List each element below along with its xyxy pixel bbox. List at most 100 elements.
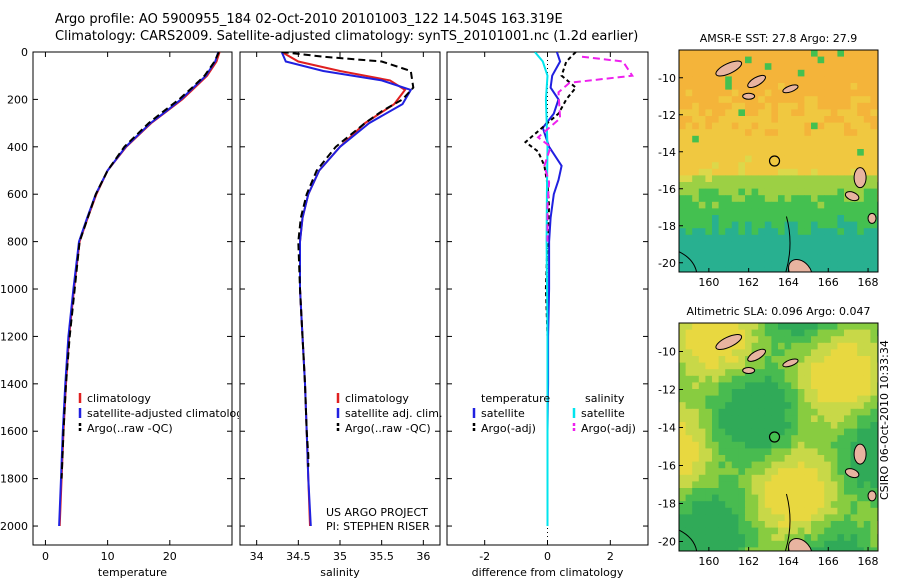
island-shape xyxy=(715,334,743,350)
temperature-series-argo xyxy=(60,52,220,479)
sst-map-xtick-label: 160 xyxy=(698,276,719,289)
sst-map-title: AMSR-E SST: 27.8 Argo: 27.9 xyxy=(700,32,858,45)
sst-map-ytick-label: -20 xyxy=(658,257,676,270)
island-shape xyxy=(742,92,756,100)
project-annotation-line: US ARGO PROJECT xyxy=(326,506,428,519)
difference-legend-label: Argo(-adj) xyxy=(581,422,636,435)
depth-tick-label: 1800 xyxy=(0,473,28,486)
sst-map-xtick-label: 164 xyxy=(778,276,799,289)
difference-xtick-label: -2 xyxy=(479,550,490,563)
salinity-legend-label: Argo(..raw -QC) xyxy=(345,422,431,435)
temperature-xtick-label: 20 xyxy=(163,550,177,563)
difference-series-salinity-argo xyxy=(536,55,635,242)
sla-map-ytick-label: -10 xyxy=(658,346,676,359)
sla-map-xtick-label: 164 xyxy=(778,555,799,568)
sla-map-xtick-label: 162 xyxy=(738,555,759,568)
bathymetry-contour xyxy=(785,216,791,272)
bathymetry-contour xyxy=(679,251,698,272)
sla-map-ytick-label: -12 xyxy=(658,384,676,397)
salinity-xtick-label: 34.5 xyxy=(286,550,311,563)
temperature-legend-label: climatology xyxy=(87,392,151,405)
sla-map-ytick-label: -18 xyxy=(658,498,676,511)
depth-tick-label: 400 xyxy=(7,141,28,154)
island-shape xyxy=(747,74,766,89)
salinity-xtick-label: 34 xyxy=(250,550,264,563)
sla-map-field xyxy=(679,323,878,551)
sla-map-xtick-label: 160 xyxy=(698,555,719,568)
sst-map-ytick-label: -14 xyxy=(658,146,676,159)
difference-legend-label: Argo(-adj) xyxy=(481,422,536,435)
sla-map-xtick-label: 168 xyxy=(858,555,879,568)
depth-tick-label: 1400 xyxy=(0,378,28,391)
difference-series-salinity-satellite xyxy=(534,52,549,526)
temperature-plot-frame xyxy=(32,51,233,546)
sst-map-field xyxy=(679,50,878,272)
difference-xtick-label: 0 xyxy=(544,550,551,563)
bathymetry-contour xyxy=(679,529,698,551)
sst-map-ytick-label: -10 xyxy=(658,72,676,85)
island-shape xyxy=(867,490,877,502)
depth-tick-label: 0 xyxy=(21,46,28,59)
salinity-plot-frame xyxy=(239,51,441,546)
salinity-xtick-label: 35 xyxy=(333,550,347,563)
salinity-xlabel: salinity xyxy=(320,566,360,579)
island-shape xyxy=(782,84,799,94)
difference-xlabel: difference from climatology xyxy=(472,566,624,579)
temperature-xtick-label: 10 xyxy=(101,550,115,563)
depth-tick-label: 1600 xyxy=(0,425,28,438)
island-shape xyxy=(715,60,743,77)
depth-tick-label: 200 xyxy=(7,93,28,106)
temperature-xlabel: temperature xyxy=(98,566,167,579)
sst-map-xtick-label: 166 xyxy=(818,276,839,289)
figure-title-line2: Climatology: CARS2009. Satellite-adjuste… xyxy=(55,29,639,44)
depth-tick-label: 600 xyxy=(7,188,28,201)
island-shape xyxy=(788,258,813,272)
sla-map-title: Altimetric SLA: 0.096 Argo: 0.047 xyxy=(686,305,870,318)
island-shape xyxy=(747,348,766,362)
temperature-legend: climatology satellite-adjusted climatolog… xyxy=(78,392,250,435)
temperature-series-climatology xyxy=(58,52,221,527)
sst-map-xtick-label: 162 xyxy=(738,276,759,289)
bathymetry-contour xyxy=(784,493,791,551)
depth-tick-label: 1000 xyxy=(0,283,28,296)
difference-legend-heading: temperature xyxy=(481,392,550,405)
island-shape xyxy=(844,191,860,202)
salinity-xtick-label: 35.5 xyxy=(369,550,394,563)
sst-map-xtick-label: 168 xyxy=(858,276,879,289)
sla-map-ytick-label: -20 xyxy=(658,536,676,549)
sst-map-ytick-label: -18 xyxy=(658,220,676,233)
island-shape xyxy=(782,358,799,368)
island-shape xyxy=(867,212,877,224)
difference-legend-label: satellite xyxy=(481,407,525,420)
salinity-legend-label: satellite adj. clim. xyxy=(345,407,442,420)
depth-tick-label: 1200 xyxy=(0,330,28,343)
salinity-xtick-label: 36 xyxy=(416,550,430,563)
difference-legend-heading: salinity xyxy=(585,392,625,405)
sla-map-frame xyxy=(678,322,879,552)
salinity-series-argo xyxy=(281,52,415,467)
sla-map-argo-marker xyxy=(768,431,781,443)
sla-map-ytick-label: -16 xyxy=(658,460,676,473)
island-shape xyxy=(853,443,867,465)
temperature-series-satellite xyxy=(58,52,220,527)
difference-legend-label: satellite xyxy=(581,407,625,420)
salinity-series-satellite xyxy=(280,52,413,527)
island-shape xyxy=(788,537,813,551)
depth-tick-label: 2000 xyxy=(0,520,28,533)
salinity-legend-label: climatology xyxy=(345,392,409,405)
sst-map-ytick-label: -16 xyxy=(658,183,676,196)
difference-xtick-label: 2 xyxy=(607,550,614,563)
sst-map-ytick-label: -12 xyxy=(658,109,676,122)
project-annotation-line: PI: STEPHEN RISER xyxy=(326,520,430,533)
temperature-xtick-label: 0 xyxy=(42,550,49,563)
temperature-legend-label: satellite-adjusted climatology xyxy=(87,407,250,420)
figure-title-line1: Argo profile: AO 5900955_184 02-Oct-2010… xyxy=(55,12,563,27)
sla-map-xtick-label: 166 xyxy=(818,555,839,568)
sst-map-frame xyxy=(678,49,879,273)
island-shape xyxy=(844,468,860,479)
island-shape xyxy=(742,367,756,374)
depth-tick-label: 800 xyxy=(7,236,28,249)
sst-map-argo-marker xyxy=(768,155,781,167)
sla-map-ytick-label: -14 xyxy=(658,422,676,435)
